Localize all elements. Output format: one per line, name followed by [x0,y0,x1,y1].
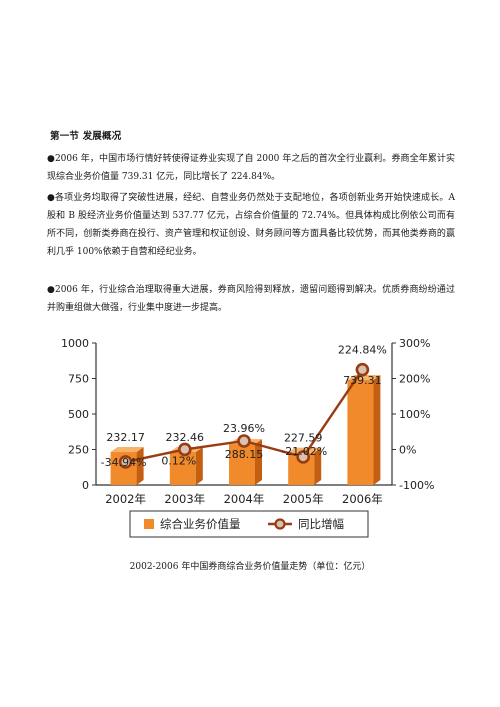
line-value-label: 224.84% [338,344,387,357]
x-tick-label: 2005年 [283,492,324,506]
line-point [178,442,192,457]
section-title: 第一节 发展概况 [50,131,122,142]
line-point [296,450,311,464]
bullet-icon: ● [47,193,56,203]
line-point [118,455,133,469]
bar-value-label: 739.31 [343,374,382,387]
bar [229,444,255,485]
bar [347,380,374,485]
paragraph-3: ●2006 年，行业综合治理取得重大进展，券商风险得到释放，遗留问题得到解决。优… [47,281,455,317]
bar-value-label: 227.59 [284,432,323,445]
bar-side [373,375,381,485]
value-trend-chart: 0 250 500 750 1000 -100% 0% 100% 200% 300% 2002年 20… [30,325,470,550]
bar-top [288,447,322,453]
line-value-label: -34.94% [101,456,147,469]
paragraph-text: 2006 年，行业综合治理取得重大进展，券商风险得到释放，遗留问题得到解决。优质… [47,285,455,313]
line-value-label: -21.02% [281,445,327,458]
paragraph-text: 各项业务均取得了突破性进展，经纪、自营业务仍然处于支配地位，各项创新业务开始快速… [47,193,455,257]
paragraph-text: 2006 年，中国市场行情好转使得证券业实现了自 2000 年之后的首次全行业赢… [47,154,455,182]
bar-top [110,447,144,453]
bar-value-label: 232.17 [106,431,145,444]
bar-side [255,439,262,485]
right-tick-label: 200% [399,373,430,386]
left-tick-label: 0 [82,479,89,492]
chart-caption: 2002-2006 年中国券商综合业务价值量走势（单位：亿元） [129,562,371,572]
bar-side [195,446,203,485]
bar-value-label: 288.15 [225,448,264,461]
chart-svg: 0 250 500 750 1000 -100% 0% 100% 200% 300% 2002年 20… [61,337,434,538]
line-value-label: 23.96% [223,422,265,435]
line-point [355,362,370,377]
line-value-label: 0.12% [161,454,196,467]
left-tick-label: 500 [68,408,89,421]
right-tick-label: 300% [399,337,430,350]
x-tick-label: 2003年 [164,492,205,506]
bar-side [136,447,144,485]
legend-box [129,510,369,538]
bar-value-label: 232.46 [166,431,205,444]
right-tick-label: 100% [399,408,430,421]
legend-line-label: 同比增幅 [298,517,344,531]
paragraph-1: ●2006 年，中国市场行情好转使得证券业实现了自 2000 年之后的首次全行业… [47,150,455,186]
line-point [237,434,251,448]
left-tick-label: 250 [68,444,89,457]
bullet-icon: ● [47,285,55,295]
paragraph-2: ●各项业务均取得了突破性进展，经纪、自营业务仍然处于支配地位，各项创新业务开始快… [47,189,455,261]
bar [169,451,196,485]
right-tick-label: -100% [399,479,434,492]
legend-bar-label: 综合业务价值量 [160,517,241,531]
legend-line-marker [274,518,286,530]
left-tick-label: 750 [68,373,89,386]
x-tick-label: 2002年 [105,492,146,506]
bullet-icon: ● [47,154,55,164]
x-tick-label: 2004年 [224,492,265,506]
x-tick-label: 2006年 [342,492,383,506]
right-tick-label: 0% [399,444,416,457]
legend-bar-swatch [144,519,154,529]
left-tick-label: 1000 [61,337,89,350]
bar-side [314,447,322,485]
